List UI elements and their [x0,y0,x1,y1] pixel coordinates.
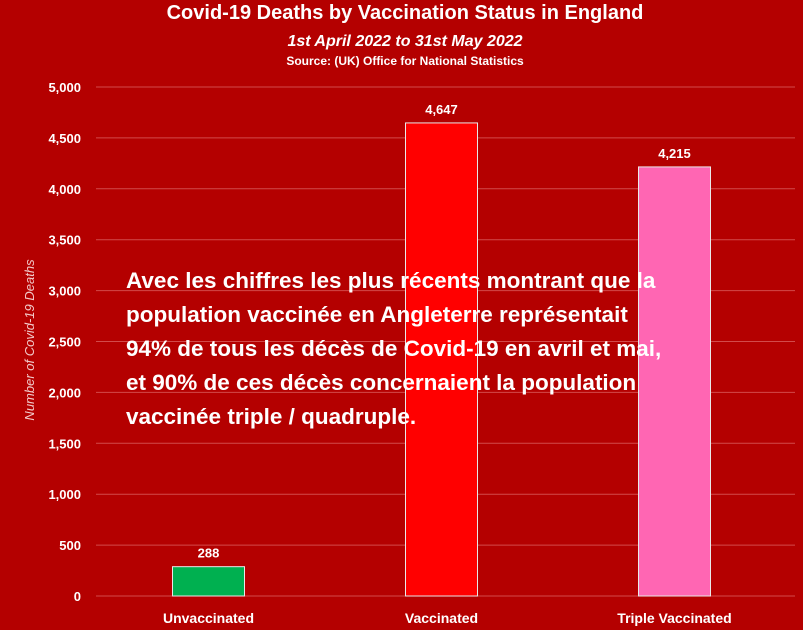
data-label: 4,215 [658,146,691,161]
y-tick-label: 2,000 [48,385,81,400]
x-category-label: Unvaccinated [163,610,254,626]
y-tick-label: 3,500 [48,233,81,248]
data-label: 4,647 [425,102,458,117]
chart-source: Source: (UK) Office for National Statist… [286,54,524,68]
y-tick-label: 2,500 [48,335,81,350]
y-tick-label: 5,000 [48,80,81,95]
chart-title: Covid-19 Deaths by Vaccination Status in… [167,2,644,24]
y-tick-label: 3,000 [48,284,81,299]
data-label: 288 [198,546,220,561]
y-tick-label: 0 [74,589,81,604]
y-axis-label: Number of Covid-19 Deaths [22,259,37,421]
data-labels: 288 4,647 4,215 [198,102,691,561]
y-tick-label: 4,500 [48,131,81,146]
y-tick-label: 4,000 [48,182,81,197]
chart-subtitle: 1st April 2022 to 31st May 2022 [287,33,522,50]
bar-unvaccinated [172,566,245,597]
bars [172,122,711,597]
x-category-label: Triple Vaccinated [617,610,731,626]
y-tick-label: 1,500 [48,436,81,451]
annotation-text: Avec les chiffres les plus récents montr… [126,268,662,429]
y-tick-label: 500 [59,538,81,553]
bar-vaccinated [405,122,478,597]
y-tick-label: 1,000 [48,487,81,502]
x-category-label: Vaccinated [405,610,478,626]
y-axis-ticks: 0 500 1,000 1,500 2,000 2,500 3,000 3,500 4,000 4… [48,80,81,604]
bar-triple-vaccinated [638,166,711,597]
x-axis-categories: Unvaccinated Vaccinated Triple Vaccinated [163,610,732,626]
